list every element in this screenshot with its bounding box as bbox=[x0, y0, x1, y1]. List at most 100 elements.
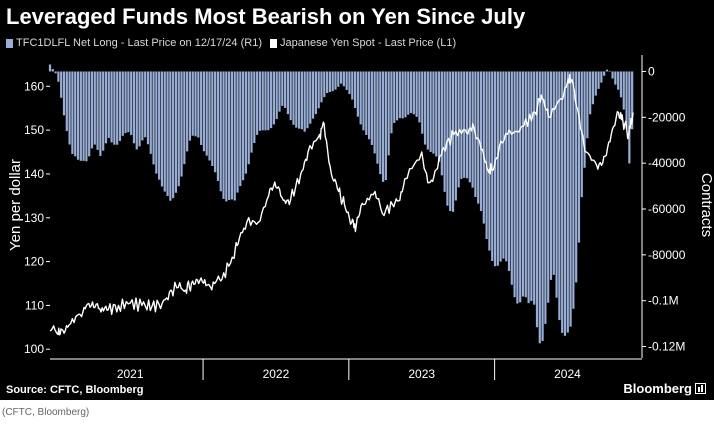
bar-193 bbox=[589, 71, 592, 115]
bar-153 bbox=[477, 71, 480, 204]
bar-91 bbox=[303, 71, 306, 132]
bar-0 bbox=[48, 64, 52, 72]
bar-37 bbox=[152, 71, 155, 165]
bar-58 bbox=[211, 71, 214, 167]
bar-52 bbox=[194, 71, 197, 137]
bar-1 bbox=[51, 69, 54, 72]
bar-28 bbox=[127, 71, 130, 133]
bar-176 bbox=[541, 71, 544, 342]
bar-92 bbox=[306, 71, 309, 129]
bar-11 bbox=[79, 71, 82, 161]
bar-59 bbox=[214, 71, 217, 173]
bar-141 bbox=[443, 71, 446, 192]
bar-167 bbox=[516, 71, 519, 304]
bar-161 bbox=[499, 71, 502, 262]
bar-186 bbox=[569, 71, 572, 327]
bar-14 bbox=[88, 71, 91, 157]
bar-130 bbox=[412, 71, 415, 115]
legend-item-net-long: TFC1DLFL Net Long - Last Price on 12/17/… bbox=[6, 37, 262, 49]
bar-181 bbox=[555, 71, 558, 298]
bar-16 bbox=[93, 71, 96, 145]
bar-50 bbox=[188, 71, 192, 141]
bar-120 bbox=[384, 71, 387, 181]
bar-132 bbox=[418, 71, 421, 123]
bar-155 bbox=[482, 71, 485, 224]
bar-150 bbox=[468, 71, 471, 183]
bar-185 bbox=[566, 71, 569, 333]
bar-72 bbox=[250, 71, 253, 153]
bar-182 bbox=[558, 71, 561, 321]
bar-61 bbox=[219, 71, 222, 192]
bar-19 bbox=[102, 71, 105, 151]
bar-67 bbox=[236, 71, 239, 193]
y-left-tick-label-5: 150 bbox=[24, 123, 44, 137]
bar-126 bbox=[401, 71, 404, 119]
bar-17 bbox=[96, 71, 99, 150]
bar-195 bbox=[594, 71, 597, 96]
source-note: Source: CFTC, Bloomberg bbox=[6, 384, 144, 396]
bar-36 bbox=[149, 71, 152, 154]
bar-90 bbox=[300, 71, 303, 130]
bar-149 bbox=[465, 71, 469, 179]
bar-119 bbox=[381, 71, 385, 182]
bar-160 bbox=[496, 71, 499, 266]
bar-71 bbox=[247, 71, 250, 165]
bar-69 bbox=[242, 71, 245, 181]
line-layer bbox=[49, 73, 634, 336]
bar-56 bbox=[205, 71, 208, 156]
legend-swatch-line bbox=[270, 38, 277, 48]
bar-55 bbox=[202, 71, 206, 152]
bar-5 bbox=[62, 71, 66, 116]
bar-157 bbox=[488, 71, 491, 251]
bar-197 bbox=[600, 71, 603, 83]
bar-65 bbox=[230, 71, 234, 200]
bar-147 bbox=[460, 71, 463, 179]
bar-79 bbox=[270, 71, 273, 129]
bar-134 bbox=[423, 71, 427, 145]
bar-189 bbox=[577, 71, 581, 243]
bar-158 bbox=[491, 71, 494, 261]
bar-100 bbox=[328, 71, 331, 93]
bar-102 bbox=[334, 71, 337, 90]
bar-20 bbox=[104, 71, 108, 144]
bar-178 bbox=[547, 71, 550, 303]
bar-80 bbox=[272, 71, 275, 125]
bloomberg-chart-icon bbox=[695, 383, 706, 394]
bar-18 bbox=[99, 71, 102, 156]
bar-170 bbox=[524, 71, 527, 298]
bar-38 bbox=[155, 71, 158, 174]
bar-75 bbox=[258, 71, 262, 131]
bar-87 bbox=[292, 71, 295, 125]
bar-121 bbox=[387, 71, 390, 156]
bar-174 bbox=[535, 71, 539, 328]
bar-60 bbox=[216, 71, 220, 181]
bar-9 bbox=[74, 71, 77, 157]
bar-199 bbox=[605, 69, 609, 72]
x-tick-label-2: 2023 bbox=[408, 367, 435, 381]
bar-202 bbox=[614, 71, 617, 85]
bar-146 bbox=[457, 71, 460, 188]
bar-111 bbox=[359, 71, 362, 125]
bar-39 bbox=[158, 71, 161, 180]
bar-27 bbox=[124, 71, 127, 134]
legend-item-yen-spot: Japanese Yen Spot - Last Price (L1) bbox=[270, 37, 456, 49]
bar-45 bbox=[174, 71, 178, 193]
bar-83 bbox=[281, 71, 284, 106]
bar-133 bbox=[421, 71, 424, 134]
bloomberg-logo: Bloomberg bbox=[623, 381, 706, 396]
x-tick-label-3: 2024 bbox=[554, 367, 581, 381]
bar-6 bbox=[65, 71, 68, 132]
bar-173 bbox=[533, 71, 536, 305]
y-right-tick-label-2: -40000 bbox=[648, 156, 686, 170]
bar-154 bbox=[479, 71, 483, 212]
bar-22 bbox=[110, 71, 113, 143]
bar-104 bbox=[339, 71, 343, 84]
y-right-tick-label-6: -0.12M bbox=[648, 340, 685, 354]
bar-78 bbox=[267, 71, 270, 131]
bar-188 bbox=[575, 71, 578, 283]
bar-41 bbox=[163, 71, 166, 192]
bar-12 bbox=[82, 71, 85, 161]
bar-128 bbox=[407, 71, 410, 115]
bar-123 bbox=[393, 71, 396, 123]
bar-129 bbox=[409, 71, 413, 114]
